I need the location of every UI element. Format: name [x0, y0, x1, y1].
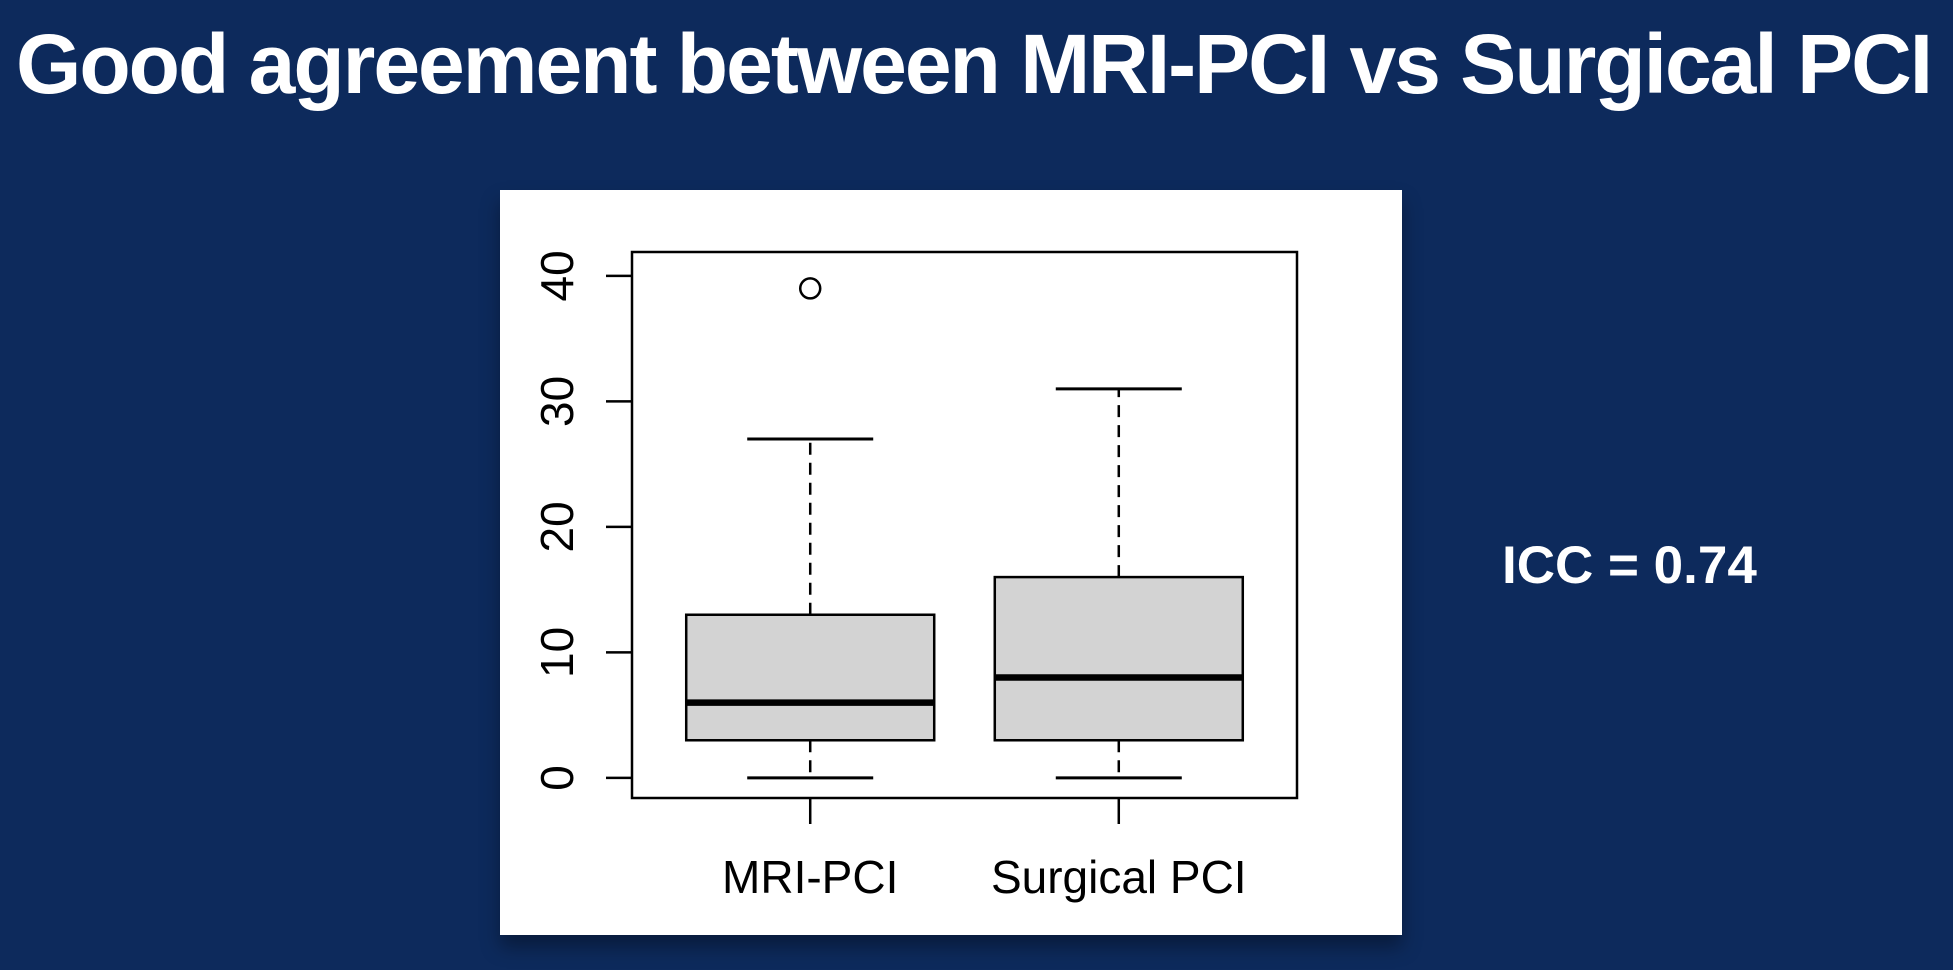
- x-category-label: Surgical PCI: [991, 851, 1247, 903]
- boxplot-panel: 0 10 20 30 40 MRI-PCI Surgical PCI: [500, 190, 1402, 935]
- y-tick-label: 40: [531, 250, 583, 301]
- outlier-point: [798, 277, 822, 300]
- iqr-box: [684, 613, 936, 742]
- y-tick-label: 10: [531, 627, 583, 678]
- x-category-label: MRI-PCI: [722, 851, 898, 903]
- boxplot-svg: 0 10 20 30 40 MRI-PCI Surgical PCI: [531, 250, 1299, 903]
- slide-title: Good agreement between MRI-PCI vs Surgic…: [16, 17, 1933, 111]
- icc-annotation: ICC = 0.74: [1502, 536, 1757, 595]
- iqr-box: [993, 575, 1245, 742]
- y-tick-label: 30: [531, 376, 583, 427]
- plot-border: [630, 250, 1299, 800]
- y-tick-label: 20: [531, 501, 583, 552]
- y-tick-label: 0: [531, 765, 583, 791]
